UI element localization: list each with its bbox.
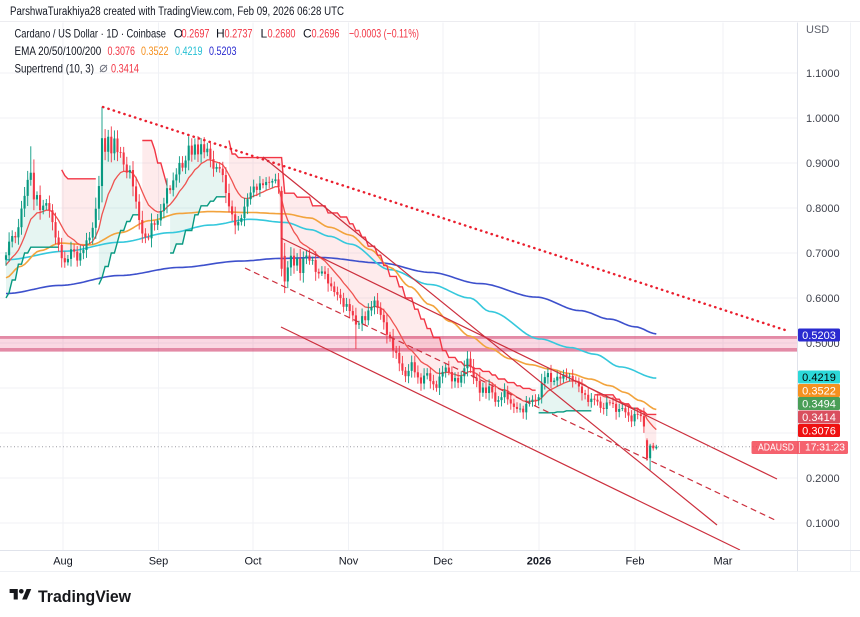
svg-text:ParshwaTurakhiya28 created wit: ParshwaTurakhiya28 created with TradingV… bbox=[10, 6, 344, 18]
svg-text:L: L bbox=[261, 27, 268, 41]
svg-text:Cardano / US Dollar · 1D · Coi: Cardano / US Dollar · 1D · Coinbase bbox=[15, 27, 167, 41]
svg-text:0.1000: 0.1000 bbox=[806, 518, 840, 530]
svg-text:0.3494: 0.3494 bbox=[802, 398, 836, 410]
svg-text:H: H bbox=[216, 27, 225, 41]
svg-text:0.5203: 0.5203 bbox=[802, 330, 836, 342]
svg-text:0.3076: 0.3076 bbox=[802, 425, 836, 437]
svg-text:Dec: Dec bbox=[433, 556, 453, 568]
svg-text:0.6000: 0.6000 bbox=[806, 293, 840, 305]
svg-text:0.3522: 0.3522 bbox=[802, 385, 836, 397]
svg-text:1.0000: 1.0000 bbox=[806, 113, 840, 125]
svg-text:0.3414: 0.3414 bbox=[802, 412, 836, 424]
svg-text:EMA 20/50/100/200: EMA 20/50/100/200 bbox=[15, 44, 102, 58]
svg-text:1.1000: 1.1000 bbox=[806, 68, 840, 80]
svg-text:Sep: Sep bbox=[149, 556, 169, 568]
svg-text:Oct: Oct bbox=[244, 556, 261, 568]
svg-text:0.2696: 0.2696 bbox=[312, 27, 340, 41]
svg-text:0.2000: 0.2000 bbox=[806, 473, 840, 485]
svg-text:0.3522: 0.3522 bbox=[141, 44, 169, 58]
svg-text:0.9000: 0.9000 bbox=[806, 158, 840, 170]
svg-text:Nov: Nov bbox=[339, 556, 359, 568]
svg-text:−0.0003 (−0.11%): −0.0003 (−0.11%) bbox=[349, 27, 419, 41]
svg-text:USD: USD bbox=[806, 24, 829, 36]
svg-text:Mar: Mar bbox=[714, 556, 733, 568]
svg-text:0.2680: 0.2680 bbox=[268, 27, 296, 41]
svg-text:0.3076: 0.3076 bbox=[108, 44, 136, 58]
svg-text:0.4219: 0.4219 bbox=[175, 44, 203, 58]
svg-text:0.4219: 0.4219 bbox=[802, 372, 836, 384]
svg-text:0.8000: 0.8000 bbox=[806, 203, 840, 215]
svg-text:O: O bbox=[174, 27, 183, 41]
svg-text:0.7000: 0.7000 bbox=[806, 248, 840, 260]
svg-text:Feb: Feb bbox=[626, 556, 645, 568]
svg-text:2026: 2026 bbox=[527, 556, 551, 568]
svg-text:0.3414: 0.3414 bbox=[111, 62, 139, 76]
svg-text:0.5203: 0.5203 bbox=[209, 44, 237, 58]
svg-text:Aug: Aug bbox=[53, 556, 73, 568]
svg-text:TradingView: TradingView bbox=[38, 587, 132, 606]
svg-text:0.2737: 0.2737 bbox=[225, 27, 253, 41]
svg-text:17:31:23: 17:31:23 bbox=[805, 443, 845, 454]
svg-text:C: C bbox=[303, 27, 312, 41]
svg-text:ADAUSD: ADAUSD bbox=[758, 443, 794, 454]
svg-text:Supertrend (10, 3): Supertrend (10, 3) bbox=[15, 62, 95, 76]
svg-text:0.2697: 0.2697 bbox=[182, 27, 210, 41]
